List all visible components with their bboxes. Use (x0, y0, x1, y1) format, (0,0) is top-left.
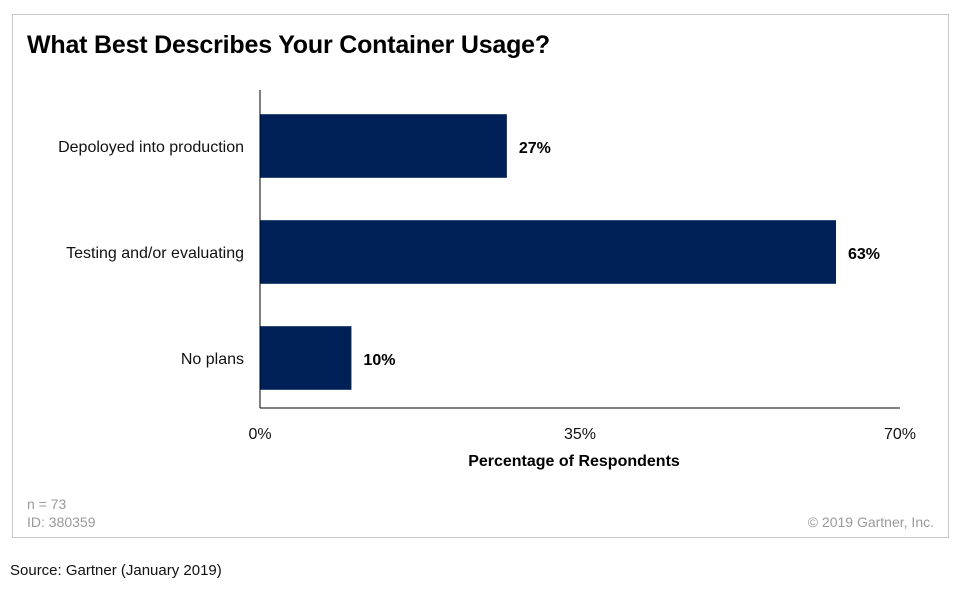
category-label: Testing and/or evaluating (66, 245, 244, 262)
source-note: Source: Gartner (January 2019) (10, 562, 222, 579)
chart-title: What Best Describes Your Container Usage… (27, 31, 550, 59)
copyright-note: © 2019 Gartner, Inc. (807, 514, 934, 530)
x-tick-labels: 0% 35% 70% (248, 426, 916, 443)
category-label: Depoloyed into production (58, 139, 244, 156)
x-axis-title: Percentage of Respondents (468, 453, 680, 470)
sample-size-note: n = 73 (27, 496, 67, 512)
x-tick-label: 0% (248, 426, 271, 443)
bars-layer (260, 114, 836, 390)
chart-id-note: ID: 380359 (27, 514, 96, 530)
category-label: No plans (181, 351, 244, 368)
bar (260, 326, 352, 390)
bar (260, 220, 836, 284)
x-tick-label: 70% (884, 426, 916, 443)
data-label: 10% (363, 352, 395, 369)
data-label: 27% (519, 140, 551, 157)
data-labels: 27% 63% 10% (363, 140, 880, 369)
category-labels: Depoloyed into production Testing and/or … (58, 139, 244, 368)
x-tick-label: 35% (564, 426, 596, 443)
bar (260, 114, 507, 178)
data-label: 63% (848, 246, 880, 263)
